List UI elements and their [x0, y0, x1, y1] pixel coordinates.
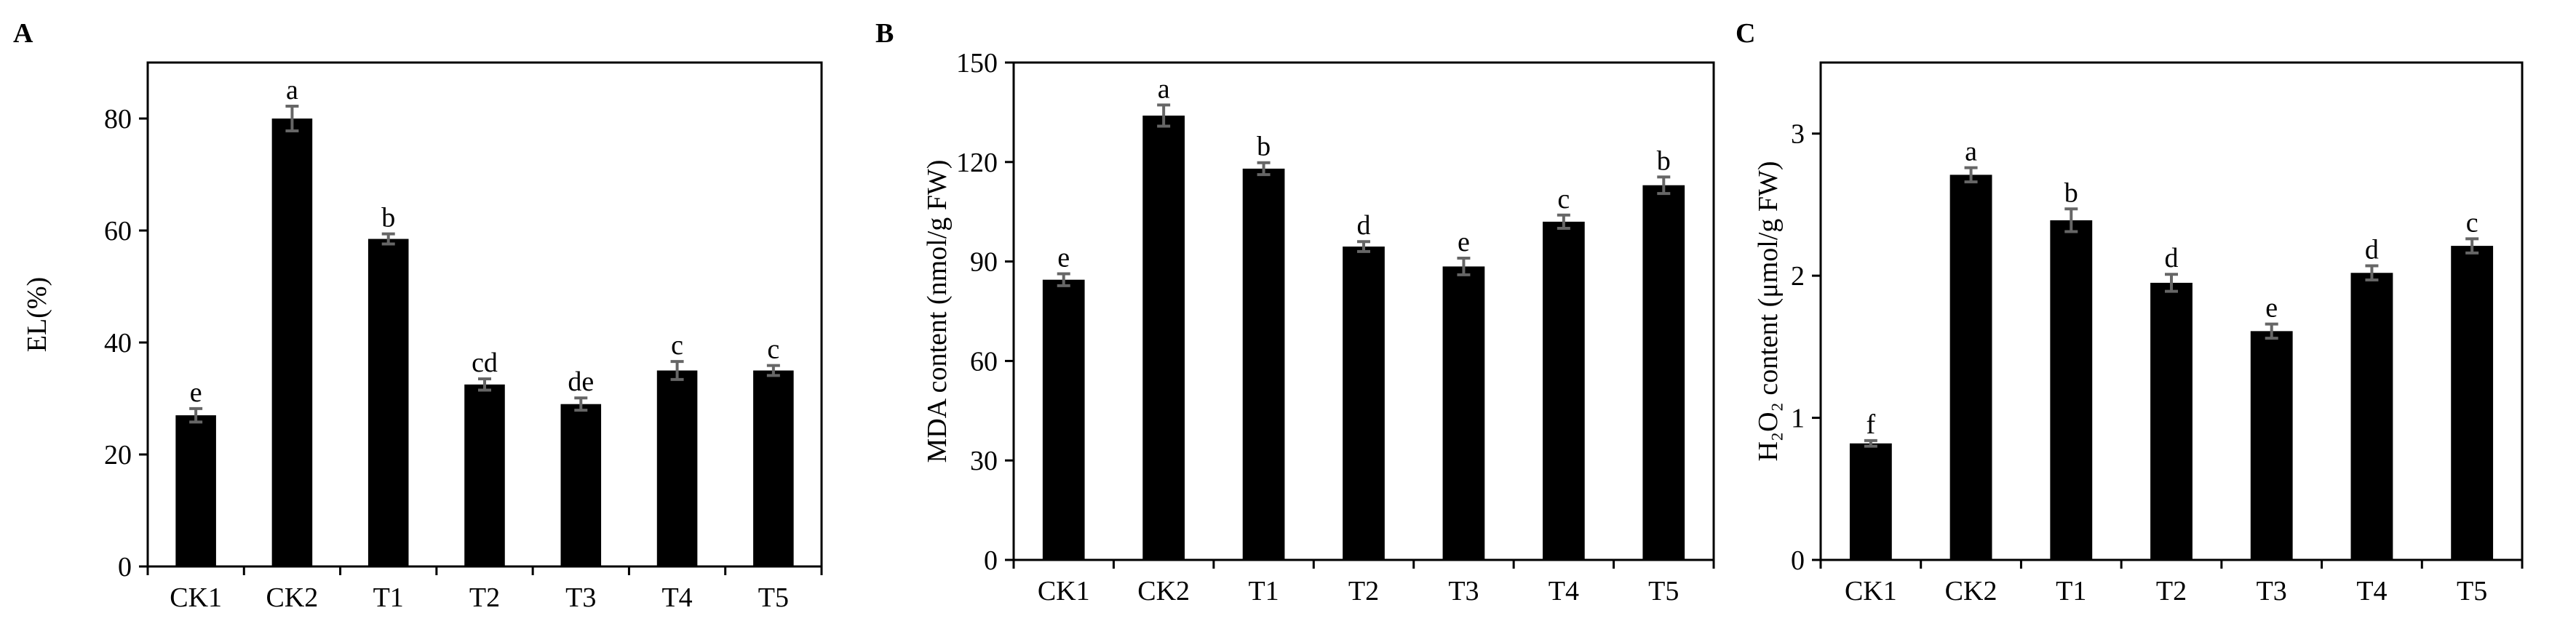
bar — [1042, 279, 1085, 560]
x-tick-label: T5 — [758, 582, 789, 613]
x-tick-label: T3 — [2257, 576, 2287, 606]
y-axis-label: H₂O₂ content (μmol/g FW) — [1753, 161, 1784, 461]
y-axis-label: EL(%) — [22, 277, 52, 352]
significance-letter: d — [1357, 210, 1371, 241]
x-tick-label: CK2 — [1137, 576, 1190, 606]
bar — [2451, 246, 2494, 560]
y-tick-label: 120 — [956, 148, 998, 178]
y-tick-label: 2 — [1791, 261, 1805, 292]
bar — [1849, 443, 1892, 560]
y-tick-label: 20 — [104, 440, 132, 470]
y-tick-label: 1 — [1791, 404, 1805, 434]
significance-letter: c — [767, 334, 779, 365]
significance-letter: b — [381, 203, 395, 233]
y-tick-label: 90 — [970, 247, 998, 278]
significance-letter: de — [568, 366, 594, 397]
y-tick-label: 80 — [104, 104, 132, 135]
bar — [2350, 273, 2393, 560]
x-tick-label: T3 — [1448, 576, 1479, 606]
bar — [2050, 220, 2093, 560]
bar — [1642, 185, 1685, 561]
y-tick-label: 30 — [970, 446, 998, 476]
significance-letter: b — [1657, 145, 1671, 176]
bar — [753, 370, 794, 566]
significance-letter: e — [2265, 293, 2278, 324]
significance-letter: a — [1965, 137, 1977, 167]
significance-letter: d — [2365, 234, 2379, 265]
x-tick-label: T4 — [1549, 576, 1579, 606]
x-tick-label: T2 — [1348, 576, 1379, 606]
significance-letter: f — [1867, 409, 1876, 440]
bar — [1142, 115, 1185, 560]
significance-letter: c — [2466, 207, 2478, 238]
bar — [367, 239, 409, 566]
x-tick-label: T5 — [2457, 576, 2487, 606]
significance-letter: e — [1057, 242, 1070, 273]
y-tick-label: 0 — [118, 552, 132, 582]
y-tick-label: 60 — [970, 346, 998, 377]
x-tick-label: CK1 — [1038, 576, 1090, 606]
x-tick-label: CK1 — [170, 582, 222, 613]
x-tick-label: T4 — [2356, 576, 2387, 606]
bar — [656, 370, 698, 566]
significance-letter: b — [1257, 132, 1271, 162]
bar — [1343, 247, 1385, 560]
bar — [1949, 175, 1992, 561]
y-axis-label: MDA content (nmol/g FW) — [922, 160, 953, 463]
bar — [560, 404, 602, 566]
panel-label: C — [1736, 18, 1755, 49]
significance-letter: c — [1557, 184, 1570, 215]
x-tick-label: CK2 — [266, 582, 319, 613]
x-tick-label: T2 — [469, 582, 500, 613]
significance-letter: b — [2064, 177, 2078, 208]
bar — [2250, 331, 2293, 560]
significance-letter: d — [2165, 243, 2179, 273]
panel-label: A — [13, 18, 33, 49]
x-tick-label: T5 — [1648, 576, 1679, 606]
x-tick-label: T1 — [373, 582, 404, 613]
bar — [464, 384, 505, 566]
bar — [1542, 221, 1585, 560]
bar — [271, 119, 313, 566]
y-tick-label: 40 — [104, 328, 132, 358]
y-tick-label: 3 — [1791, 119, 1805, 150]
y-tick-label: 150 — [956, 48, 998, 79]
x-tick-label: T1 — [2056, 576, 2086, 606]
y-tick-label: 0 — [984, 545, 998, 576]
significance-letter: e — [1458, 227, 1470, 257]
significance-letter: cd — [472, 348, 498, 378]
bar — [175, 415, 216, 566]
y-tick-label: 0 — [1791, 545, 1805, 576]
x-tick-label: T1 — [1248, 576, 1279, 606]
x-tick-label: CK2 — [1945, 576, 1997, 606]
significance-letter: a — [1158, 73, 1170, 104]
x-tick-label: T2 — [2156, 576, 2187, 606]
significance-letter: e — [190, 377, 202, 408]
x-tick-label: T4 — [661, 582, 692, 613]
significance-letter: a — [286, 75, 298, 105]
bar — [1442, 266, 1485, 560]
x-tick-label: CK1 — [1845, 576, 1897, 606]
y-tick-label: 60 — [104, 216, 132, 247]
panel-label: B — [875, 18, 894, 49]
bar — [2150, 282, 2193, 560]
significance-letter: c — [671, 330, 683, 361]
x-tick-label: T3 — [565, 582, 596, 613]
bar — [1242, 168, 1285, 561]
